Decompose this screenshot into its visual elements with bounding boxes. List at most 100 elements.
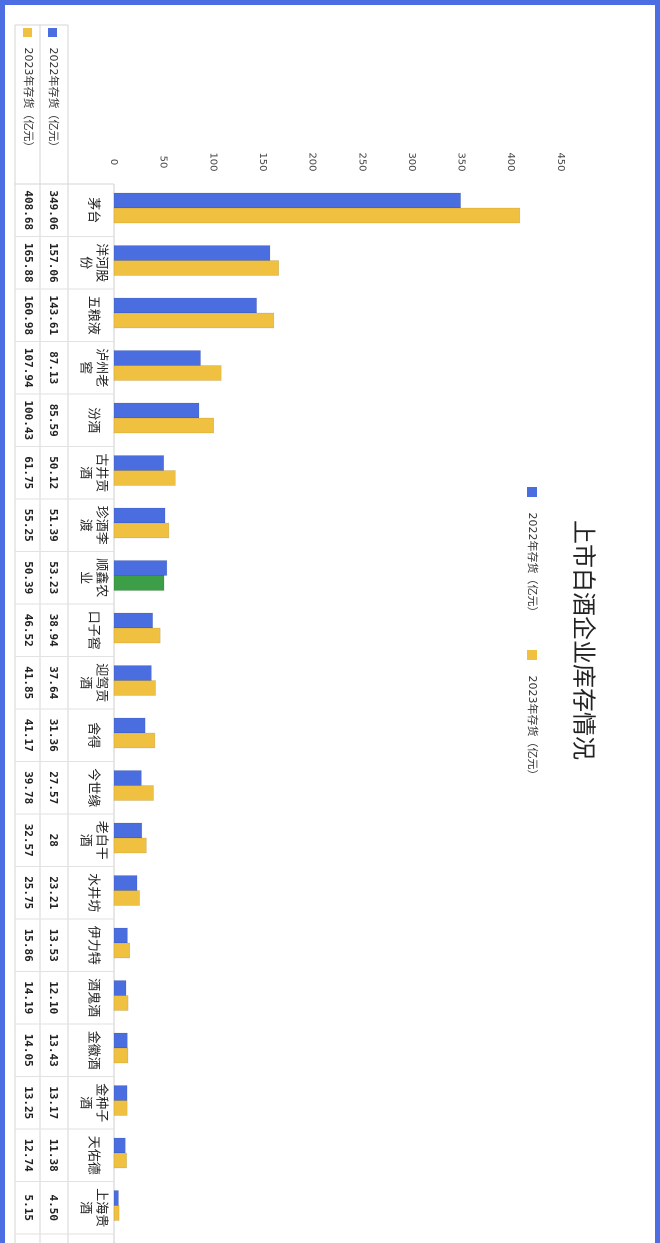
category-label: 茅台: [86, 197, 101, 223]
category-label: 五粮液: [86, 296, 101, 335]
chart-title: 上市白酒企业库存情况: [570, 520, 598, 760]
category-label: 业: [78, 571, 93, 584]
bar: [113, 665, 152, 681]
category-label: 酒: [78, 466, 93, 479]
bar: [113, 260, 280, 276]
value-cell-2023: 408.68: [22, 190, 35, 230]
bar: [113, 927, 128, 944]
value-cell-2022: 349.06: [47, 190, 60, 230]
bar: [113, 470, 176, 486]
bar: [113, 1137, 126, 1154]
category-label: 泸州老: [94, 348, 109, 387]
category-label: 天佑德: [86, 1136, 101, 1175]
value-cell-2022: 13.17: [47, 1086, 60, 1119]
value-cell-2023: 14.19: [22, 981, 35, 1014]
legend-swatch: [527, 487, 537, 497]
bar: [113, 245, 271, 261]
value-cell-2023: 107.94: [22, 348, 35, 388]
value-cell-2023: 32.57: [22, 824, 35, 857]
bar: [113, 1047, 129, 1064]
legend-label: 2022年存货（亿元）: [526, 513, 540, 618]
bar: [113, 732, 156, 749]
y-tick-label: 50: [158, 156, 169, 169]
value-cell-2022: 12.10: [47, 981, 60, 1014]
category-label: 酒: [78, 834, 93, 847]
category-label: 珍酒李: [94, 506, 109, 545]
legend-swatch: [23, 28, 32, 37]
bar: [113, 1152, 127, 1169]
legend-swatch: [48, 28, 57, 37]
value-cell-2022: 28: [47, 834, 60, 847]
category-label: 金徽酒: [86, 1031, 102, 1070]
bar: [113, 402, 200, 419]
value-cell-2022: 11.38: [47, 1139, 60, 1172]
value-cell-2022: 85.59: [47, 404, 60, 437]
value-cell-2023: 39.78: [22, 771, 35, 804]
y-tick-label: 350: [456, 152, 467, 171]
y-tick-label: 200: [307, 152, 318, 171]
value-cell-2023: 13.25: [22, 1086, 35, 1119]
bar: [113, 455, 165, 471]
value-cell-2023: 41.17: [22, 719, 35, 752]
category-label: 窖: [78, 361, 94, 374]
y-tick-label: 100: [207, 152, 218, 171]
value-cell-2022: 4.50: [47, 1195, 60, 1222]
bar: [113, 942, 131, 959]
value-cell-2023: 160.98: [22, 295, 35, 335]
category-label: 迎驾贡: [94, 663, 109, 702]
bar: [113, 365, 222, 381]
bar: [113, 980, 127, 996]
value-cell-2023: 55.25: [22, 509, 35, 542]
value-cell-2022: 31.36: [47, 719, 60, 752]
category-label: 洋河股: [94, 243, 109, 282]
bar: [113, 837, 147, 854]
y-tick-label: 250: [356, 152, 367, 171]
value-cell-2022: 53.23: [47, 561, 60, 594]
bar: [113, 1205, 120, 1221]
bar: [113, 522, 170, 539]
category-label: 酒鬼酒: [86, 978, 102, 1017]
bar: [113, 1032, 128, 1049]
bar: [113, 770, 142, 786]
category-label: 口子窖: [86, 611, 102, 650]
bar: [113, 785, 154, 801]
category-label: 渡: [78, 519, 94, 532]
category-label: 伊力特: [86, 926, 101, 965]
category-label: 水井坊: [86, 873, 101, 912]
bar: [113, 717, 146, 734]
value-cell-2022: 37.64: [47, 666, 60, 699]
legend-label: 2023年存货（亿元）: [526, 676, 540, 781]
value-cell-2023: 61.75: [22, 456, 35, 489]
y-tick-label: 400: [505, 152, 516, 171]
table-series-label: 2023年存货（亿元）: [22, 48, 36, 153]
bar: [113, 350, 201, 366]
value-cell-2023: 15.86: [22, 929, 35, 962]
legend-swatch: [527, 650, 537, 660]
value-cell-2022: 38.94: [47, 614, 60, 647]
y-tick-label: 450: [555, 152, 566, 171]
bar: [113, 1190, 119, 1206]
bar: [113, 575, 165, 591]
category-label: 上海贵: [94, 1188, 109, 1227]
category-label: 金种子: [94, 1083, 110, 1122]
value-cell-2023: 100.43: [22, 400, 35, 440]
value-cell-2022: 87.13: [47, 351, 60, 384]
category-label: 酒: [78, 1096, 93, 1109]
bar: [113, 417, 215, 434]
category-label: 今世缘: [86, 768, 102, 807]
bar: [113, 312, 275, 329]
bar: [113, 1085, 128, 1101]
bar: [113, 192, 461, 209]
value-cell-2022: 27.57: [47, 771, 60, 804]
category-label: 汾酒: [86, 407, 101, 433]
bar: [113, 297, 257, 314]
value-cell-2022: 13.53: [47, 929, 60, 962]
category-label: 舍得: [86, 722, 102, 748]
value-cell-2023: 46.52: [22, 614, 35, 647]
value-cell-2023: 41.85: [22, 666, 35, 699]
category-label: 老白干: [94, 821, 110, 860]
bar: [113, 890, 140, 906]
category-label: 份: [78, 256, 93, 269]
bar: [113, 627, 161, 644]
